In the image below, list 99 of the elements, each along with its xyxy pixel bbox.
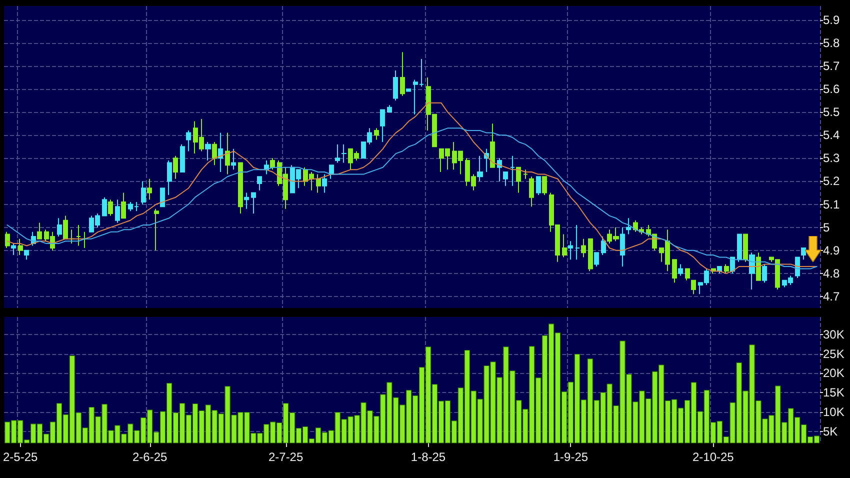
candlestick	[205, 142, 211, 161]
candlestick	[756, 252, 761, 281]
candlestick	[231, 148, 236, 170]
candlestick	[749, 252, 755, 290]
candlestick	[76, 224, 81, 246]
candlestick	[141, 180, 146, 205]
y-tick-label: 5.9	[823, 12, 840, 27]
candlestick	[167, 160, 172, 196]
y-tick-label: 4.9	[823, 243, 840, 258]
y-tick-label: 5.1	[823, 197, 840, 212]
candlestick	[737, 234, 742, 262]
candlestick	[717, 266, 722, 274]
candlestick	[160, 188, 165, 208]
candlestick	[18, 238, 23, 256]
y-tick-label: 20K	[823, 366, 844, 380]
candlestick	[270, 158, 275, 170]
candlestick	[341, 144, 347, 164]
candlestick	[225, 132, 230, 175]
candlestick	[115, 199, 120, 224]
y-tick-label: 5.7	[823, 58, 840, 73]
y-tick-label: 5.2	[823, 174, 840, 188]
candlestick	[503, 171, 508, 186]
candlestick	[387, 104, 392, 113]
candlestick	[316, 174, 321, 194]
candlestick	[173, 155, 178, 180]
line-series	[6, 102, 818, 274]
candlestick	[11, 242, 16, 256]
candlestick	[594, 252, 599, 268]
candlestick	[678, 264, 683, 276]
candlestick	[186, 130, 191, 152]
candlestick	[257, 176, 262, 191]
candlestick	[801, 248, 806, 260]
candlestick	[542, 176, 547, 196]
x-tick-label: 2-7-25	[268, 450, 304, 464]
candlestick	[588, 238, 593, 272]
y-tick-label: 5.5	[823, 105, 840, 120]
y-tick-label: 5.6	[823, 82, 840, 96]
y-tick-label: 4.8	[823, 266, 840, 280]
candlestick	[490, 123, 495, 168]
y-tick-label: 5	[823, 220, 830, 234]
candlestick	[212, 142, 217, 166]
y-tick-label: 25K	[823, 346, 844, 361]
candlestick	[5, 231, 10, 249]
candlestick	[244, 192, 249, 210]
y-tick-label: 15K	[823, 386, 844, 400]
candlestick	[57, 218, 62, 238]
candlestick	[536, 176, 541, 196]
candlestick	[24, 250, 29, 260]
candlestick	[63, 215, 68, 240]
candlestick	[400, 52, 405, 96]
line-series	[6, 128, 818, 270]
candlestick	[562, 234, 567, 258]
candlestick	[581, 238, 586, 258]
candlestick	[497, 158, 502, 182]
candlestick	[147, 178, 152, 200]
y-tick-label: 5.3	[823, 151, 840, 166]
y-tick-label: 30K	[823, 327, 844, 342]
candlestick	[102, 196, 107, 216]
candlestick	[406, 88, 411, 92]
x-tick-label: 1-8-25	[410, 450, 446, 464]
candlestick	[374, 128, 379, 140]
candlestick	[601, 236, 606, 256]
candlestick	[322, 174, 327, 194]
candlestick	[762, 264, 767, 284]
candlestick	[568, 240, 573, 260]
candlestick	[251, 192, 256, 214]
candlestick	[380, 109, 385, 143]
candlestick	[154, 208, 159, 251]
candlestick	[685, 268, 690, 281]
x-tick-label: 2-6-25	[132, 450, 168, 464]
candlestick	[691, 280, 696, 295]
candlestick	[672, 259, 677, 284]
y-tick-label: 5K	[823, 424, 838, 438]
candlestick	[477, 155, 483, 182]
y-tick-label: 10K	[823, 404, 844, 419]
candlestick	[393, 70, 398, 102]
candlestick	[510, 155, 515, 186]
y-tick-label: 4.7	[823, 289, 840, 304]
candlestick	[575, 224, 580, 260]
candlestick	[218, 132, 223, 172]
candlestick	[743, 234, 748, 262]
candlestick	[108, 199, 113, 216]
candlestick	[121, 192, 126, 219]
candlestick	[529, 176, 534, 208]
candlestick	[626, 218, 631, 235]
candlestick	[37, 222, 42, 240]
candlestick	[724, 264, 729, 274]
x-tick-label: 1-9-25	[553, 450, 588, 464]
candlestick	[238, 162, 243, 214]
x-tick-label: 2-5-25	[3, 450, 38, 464]
candlestick	[329, 164, 334, 180]
candlestick	[620, 226, 625, 268]
candlestick	[180, 144, 185, 172]
y-tick-label: 5.4	[823, 128, 840, 142]
candlestick	[523, 169, 528, 180]
candlestick	[516, 166, 521, 194]
x-tick-label: 2-10-25	[692, 450, 734, 464]
y-tick-label: 5.8	[823, 36, 840, 50]
candlestick	[335, 144, 340, 164]
